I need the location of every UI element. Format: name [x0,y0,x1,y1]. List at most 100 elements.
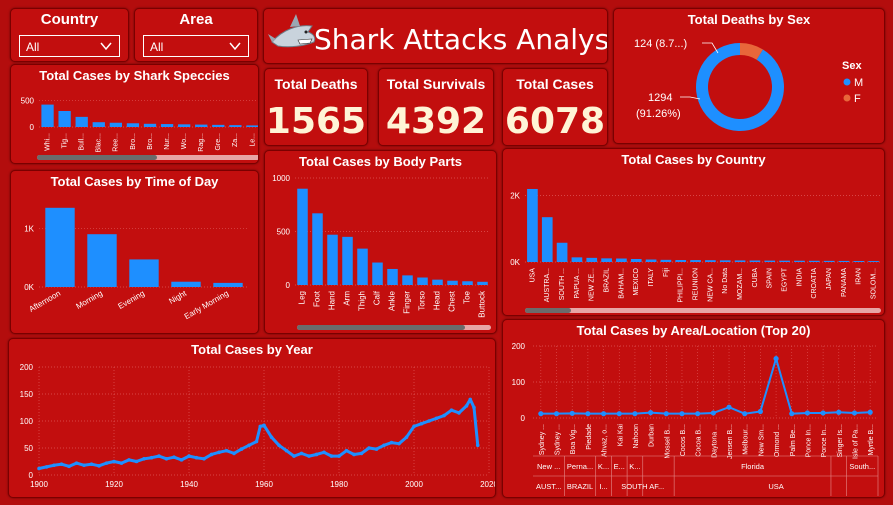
bar[interactable] [719,260,731,262]
bar[interactable] [171,281,201,287]
data-point[interactable] [475,443,480,448]
data-point[interactable] [412,424,416,429]
data-point[interactable] [97,464,101,468]
data-point[interactable] [262,423,266,428]
bar[interactable] [868,261,879,262]
data-point[interactable] [648,410,654,416]
scrollbar-thumb[interactable] [525,308,571,313]
data-point[interactable] [217,450,221,455]
bar[interactable] [779,260,790,262]
bar[interactable] [675,260,687,262]
data-point[interactable] [804,410,811,416]
bar[interactable] [212,124,225,127]
legend-label[interactable]: M [854,77,863,89]
data-point[interactable] [836,409,842,415]
data-point[interactable] [119,461,124,465]
bar[interactable] [178,124,191,127]
data-point[interactable] [374,447,379,451]
bar[interactable] [764,260,776,262]
data-point[interactable] [820,410,826,416]
pie-slice-f[interactable] [740,43,763,60]
series-line[interactable] [38,397,480,470]
data-point[interactable] [172,455,176,459]
bar[interactable] [586,257,598,262]
data-point[interactable] [134,459,139,464]
data-point[interactable] [449,408,454,412]
bar[interactable] [462,281,473,285]
bar[interactable] [246,125,258,127]
data-point[interactable] [757,408,763,415]
data-point[interactable] [258,424,263,429]
data-point[interactable] [382,443,386,448]
scrollbar-thumb[interactable] [297,325,465,330]
bar[interactable] [541,217,553,262]
bar[interactable] [387,268,398,285]
data-point[interactable] [404,435,409,439]
data-point[interactable] [322,450,326,455]
data-point[interactable] [329,454,334,458]
data-point[interactable] [194,455,199,460]
data-point[interactable] [127,458,131,462]
data-point[interactable] [187,454,191,458]
data-point[interactable] [52,463,56,468]
pie-slice-m[interactable] [696,43,784,131]
legend-marker[interactable] [843,94,851,102]
data-point[interactable] [112,459,116,464]
data-point[interactable] [367,446,371,450]
bar[interactable] [601,258,612,262]
data-point[interactable] [59,462,64,466]
data-point[interactable] [157,454,161,458]
bar[interactable] [477,281,488,285]
bar[interactable] [160,124,174,127]
data-point[interactable] [419,421,424,426]
bar[interactable] [58,111,71,127]
data-point[interactable] [239,447,244,451]
bar[interactable] [327,234,338,285]
bar[interactable] [794,260,805,262]
data-point[interactable] [742,411,748,417]
data-point[interactable] [254,439,259,444]
data-point[interactable] [472,405,476,410]
bar[interactable] [571,257,583,262]
data-point[interactable] [142,457,146,461]
data-point[interactable] [359,451,364,456]
bar[interactable] [432,279,443,285]
data-point[interactable] [307,454,311,458]
data-point[interactable] [789,411,795,417]
bar[interactable] [372,262,383,285]
bar[interactable] [143,123,157,127]
scrollbar-thumb[interactable] [37,155,157,160]
bar[interactable] [705,260,716,262]
data-point[interactable] [104,461,109,465]
species-scrollbar[interactable] [37,155,258,160]
bar[interactable] [690,260,701,262]
data-point[interactable] [464,404,469,408]
legend-marker[interactable] [843,78,851,86]
bar[interactable] [734,260,746,262]
bar[interactable] [838,260,850,262]
data-point[interactable] [284,448,289,453]
body-scrollbar[interactable] [297,325,491,330]
data-point[interactable] [67,464,71,469]
bar[interactable] [92,122,105,127]
data-point[interactable] [224,448,229,453]
data-point[interactable] [292,454,296,458]
data-point[interactable] [726,404,732,410]
bar[interactable] [312,213,323,285]
area-dropdown[interactable]: All [143,35,249,57]
bar[interactable] [195,124,208,127]
data-point[interactable] [397,441,401,446]
data-point[interactable] [427,419,431,423]
data-point[interactable] [337,454,341,458]
legend-label[interactable]: F [854,93,861,105]
data-point[interactable] [695,411,701,417]
data-point[interactable] [89,462,94,466]
data-point[interactable] [164,457,169,461]
bar[interactable] [126,123,140,127]
bar[interactable] [447,280,458,285]
data-point[interactable] [867,409,873,415]
bar[interactable] [45,207,75,287]
data-point[interactable] [710,410,716,416]
bar[interactable] [616,258,627,262]
data-point[interactable] [179,458,184,462]
